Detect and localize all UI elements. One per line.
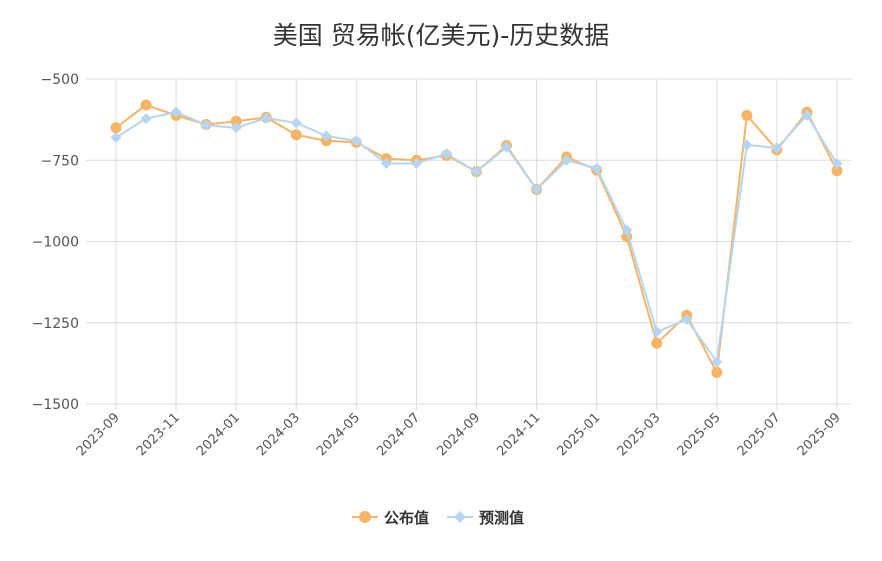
data-point[interactable] [380, 158, 392, 169]
x-tick-label: 2023-11 [134, 410, 183, 459]
data-point[interactable] [260, 112, 272, 124]
legend-marker-icon [454, 511, 466, 523]
y-tick-label: −750 [41, 153, 79, 169]
legend-label: 预测值 [479, 509, 524, 527]
y-axis-ticks: −500 −750 −1000 −1250 −1500 [32, 72, 79, 413]
data-point[interactable] [110, 122, 122, 134]
legend-item[interactable]: 预测值 [447, 509, 524, 527]
x-axis-ticks: 2023-09 2023-11 2024-01 2024-03 2024-05 2024-… [74, 410, 844, 459]
x-tick-label: 2025-03 [615, 410, 664, 459]
data-point[interactable] [651, 326, 663, 338]
y-tick-label: −1250 [32, 316, 79, 332]
data-point[interactable] [591, 162, 603, 174]
data-point[interactable] [440, 148, 452, 160]
x-tick-label: 2025-07 [735, 410, 784, 459]
data-point[interactable] [651, 337, 663, 349]
data-point[interactable] [831, 158, 843, 169]
x-tick-label: 2024-09 [434, 410, 483, 459]
data-point[interactable] [140, 99, 152, 111]
data-point[interactable] [320, 130, 332, 142]
x-tick-label: 2025-09 [795, 410, 844, 459]
data-point[interactable] [711, 356, 723, 368]
data-point[interactable] [831, 165, 843, 177]
x-tick-label: 2024-03 [254, 410, 303, 459]
data-point[interactable] [471, 166, 482, 178]
x-tick-label: 2025-01 [554, 410, 603, 459]
data-point[interactable] [501, 141, 513, 153]
x-tick-label: 2024-07 [374, 410, 423, 459]
data-point[interactable] [230, 122, 242, 134]
x-tick-label: 2025-05 [675, 410, 724, 459]
data-point[interactable] [170, 106, 182, 118]
chart-title: 美国 贸易帐(亿美元)-历史数据 [273, 21, 609, 50]
grid [86, 78, 852, 410]
data-point[interactable] [741, 139, 753, 151]
data-point[interactable] [110, 132, 122, 143]
series-layer [110, 99, 843, 378]
data-point[interactable] [801, 109, 813, 121]
x-tick-label: 2023-09 [74, 410, 123, 459]
data-point[interactable] [771, 142, 783, 154]
y-tick-label: −1500 [32, 397, 79, 413]
data-point[interactable] [621, 224, 633, 236]
legend: 公布值 预测值 [352, 509, 524, 527]
x-tick-label: 2024-01 [194, 410, 243, 459]
legend-label: 公布值 [384, 509, 429, 527]
data-point[interactable] [681, 314, 693, 325]
data-point[interactable] [711, 366, 723, 378]
legend-item[interactable]: 公布值 [352, 509, 429, 527]
x-tick-label: 2024-11 [494, 410, 543, 459]
data-point[interactable] [230, 115, 242, 127]
data-point[interactable] [290, 129, 302, 141]
data-point[interactable] [741, 109, 753, 121]
data-point[interactable] [561, 154, 573, 166]
data-point[interactable] [290, 117, 302, 129]
series-1 [110, 106, 843, 368]
data-point[interactable] [350, 135, 362, 147]
data-point[interactable] [140, 113, 152, 125]
y-tick-label: −500 [41, 72, 79, 88]
data-point[interactable] [200, 119, 212, 131]
y-tick-label: −1000 [32, 235, 79, 251]
data-point[interactable] [410, 158, 422, 169]
legend-marker-icon [359, 511, 371, 523]
x-tick-label: 2024-05 [314, 410, 363, 459]
data-point[interactable] [531, 184, 543, 195]
